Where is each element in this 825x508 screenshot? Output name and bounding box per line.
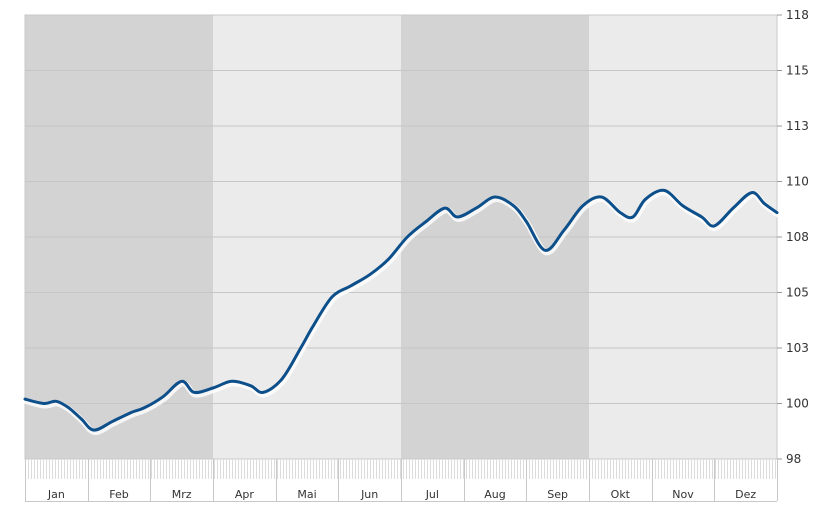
y-axis: 98 100 103 105 108 110 113 115 118: [777, 8, 809, 466]
y-tick-label: 113: [786, 119, 809, 133]
series-layer: [23, 188, 781, 436]
x-tick-label: Okt: [611, 488, 631, 501]
x-tick-label: Jan: [47, 488, 65, 501]
y-tick-label: 118: [786, 8, 809, 22]
y-tick-label: 98: [786, 452, 801, 466]
x-tick-label: Sep: [547, 488, 568, 501]
x-tick-label: Aug: [484, 488, 505, 501]
x-tick-label: Apr: [235, 488, 255, 501]
x-tick-label: Feb: [109, 488, 128, 501]
y-tick-label: 110: [786, 175, 809, 189]
x-tick-label: Jul: [425, 488, 439, 501]
y-tick-label: 100: [786, 397, 809, 411]
x-axis: Jan Feb Mrz Apr Mai Jun Jul Aug Sep Okt Nov Dez: [25, 459, 778, 502]
y-tick-label: 115: [786, 64, 809, 78]
x-tick-label: Dez: [735, 488, 756, 501]
y-tick-label: 105: [786, 286, 809, 300]
x-tick-label: Mai: [297, 488, 316, 501]
y-tick-label: 103: [786, 341, 809, 355]
x-tick-label: Jun: [360, 488, 378, 501]
x-tick-label: Nov: [672, 488, 694, 501]
x-tick-label: Mrz: [172, 488, 192, 501]
series-line: [23, 188, 779, 432]
y-tick-label: 108: [786, 230, 809, 244]
series-line-shadow: [23, 189, 781, 436]
gridlines: [25, 70, 777, 404]
